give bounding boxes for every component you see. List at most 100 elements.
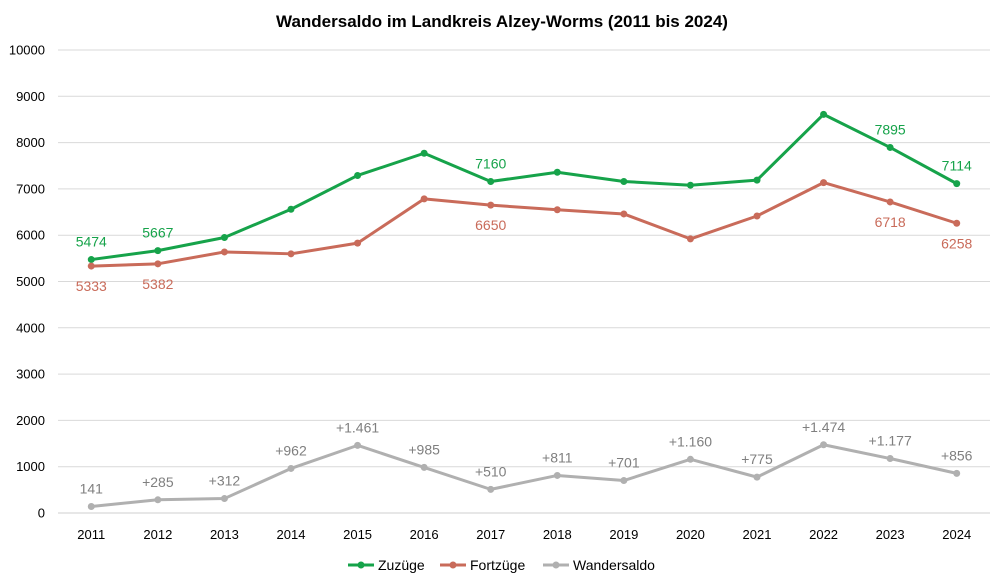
y-tick-label: 8000 <box>16 135 45 150</box>
data-point <box>620 177 628 185</box>
data-point <box>553 168 561 176</box>
data-point <box>487 485 495 493</box>
x-tick-label: 2014 <box>277 527 306 542</box>
data-label: 6650 <box>475 217 506 233</box>
data-label: +1.474 <box>802 419 845 435</box>
data-point <box>553 206 561 214</box>
data-label: 6718 <box>875 214 906 230</box>
data-point <box>753 473 761 481</box>
x-tick-label: 2011 <box>77 527 105 542</box>
data-label: 5667 <box>142 225 173 241</box>
data-point <box>287 205 295 213</box>
y-tick-label: 0 <box>38 506 45 521</box>
data-label: 141 <box>80 480 104 496</box>
data-point <box>154 247 162 255</box>
data-label: +1.177 <box>869 433 912 449</box>
data-point <box>420 195 428 203</box>
y-tick-label: 4000 <box>16 320 45 335</box>
x-tick-label: 2015 <box>343 527 372 542</box>
y-tick-label: 1000 <box>16 459 45 474</box>
y-tick-label: 5000 <box>16 274 45 289</box>
y-tick-label: 6000 <box>16 228 45 243</box>
series-line-1 <box>89 181 959 268</box>
data-point <box>154 260 162 268</box>
data-point <box>287 250 295 258</box>
series-line-2 <box>89 443 959 508</box>
data-point <box>487 201 495 209</box>
data-label: +856 <box>941 447 973 463</box>
x-tick-label: 2021 <box>743 527 772 542</box>
legend-label: Wandersaldo <box>573 557 655 573</box>
data-point <box>886 198 894 206</box>
data-point <box>87 502 95 510</box>
data-label: +962 <box>275 442 307 458</box>
data-label: 5382 <box>142 276 173 292</box>
data-point <box>553 471 561 479</box>
legend-label: Zuzüge <box>378 557 425 573</box>
y-tick-label: 2000 <box>16 413 45 428</box>
data-point <box>420 149 428 157</box>
data-label: +312 <box>209 473 241 489</box>
data-label: 5474 <box>76 234 107 250</box>
data-point <box>354 171 362 179</box>
x-tick-label: 2018 <box>543 527 572 542</box>
gridlines <box>58 49 990 514</box>
legend: Zuzüge Fortzüge Wandersaldo <box>348 557 655 573</box>
data-label: 5333 <box>76 278 107 294</box>
data-point <box>686 235 694 243</box>
data-point <box>820 110 828 118</box>
data-label: 7895 <box>875 121 906 137</box>
data-point <box>354 239 362 247</box>
legend-label: Fortzüge <box>470 557 525 573</box>
data-point <box>820 441 828 449</box>
x-tick-label: 2016 <box>410 527 439 542</box>
data-point <box>220 234 228 242</box>
x-tick-label: 2023 <box>876 527 905 542</box>
data-point <box>953 219 961 227</box>
x-tick-label: 2012 <box>143 527 172 542</box>
data-point <box>287 464 295 472</box>
data-label: +510 <box>475 463 507 479</box>
y-axis-ticks: 0 1000 2000 3000 4000 5000 6000 7000 8000 9000 100… <box>9 43 45 521</box>
data-label: +811 <box>542 449 573 465</box>
data-point <box>886 455 894 463</box>
y-tick-label: 3000 <box>16 367 45 382</box>
data-point <box>953 469 961 477</box>
data-label: 7160 <box>475 155 506 171</box>
data-point <box>87 262 95 270</box>
series-line-0 <box>89 112 959 262</box>
data-point <box>753 212 761 220</box>
data-label: 7114 <box>942 158 972 174</box>
data-point <box>953 180 961 188</box>
x-tick-label: 2019 <box>609 527 638 542</box>
chart-title: Wandersaldo im Landkreis Alzey-Worms (20… <box>276 12 728 31</box>
legend-marker <box>449 561 457 569</box>
data-point <box>487 177 495 185</box>
data-label: +701 <box>608 455 640 471</box>
data-label: +1.461 <box>336 419 379 435</box>
data-point <box>354 441 362 449</box>
data-point <box>886 143 894 151</box>
data-label: 6258 <box>941 235 972 251</box>
x-tick-label: 2020 <box>676 527 705 542</box>
legend-marker <box>357 561 365 569</box>
y-tick-label: 10000 <box>9 43 45 58</box>
x-axis-ticks: 2011 2012 2013 2014 2015 2016 2017 2018 2019 2020… <box>77 527 971 542</box>
data-point <box>620 210 628 218</box>
data-label: +285 <box>142 474 174 490</box>
data-point <box>420 463 428 471</box>
y-tick-label: 7000 <box>16 181 45 196</box>
data-point <box>620 477 628 485</box>
y-tick-label: 9000 <box>16 89 45 104</box>
data-label: +1.160 <box>669 433 712 449</box>
x-tick-label: 2022 <box>809 527 838 542</box>
x-tick-label: 2024 <box>942 527 971 542</box>
x-tick-label: 2017 <box>476 527 505 542</box>
data-point <box>220 248 228 256</box>
data-point <box>87 256 95 264</box>
data-label: +775 <box>741 451 773 467</box>
data-point <box>820 179 828 187</box>
series-group <box>87 110 961 510</box>
data-point <box>686 181 694 189</box>
